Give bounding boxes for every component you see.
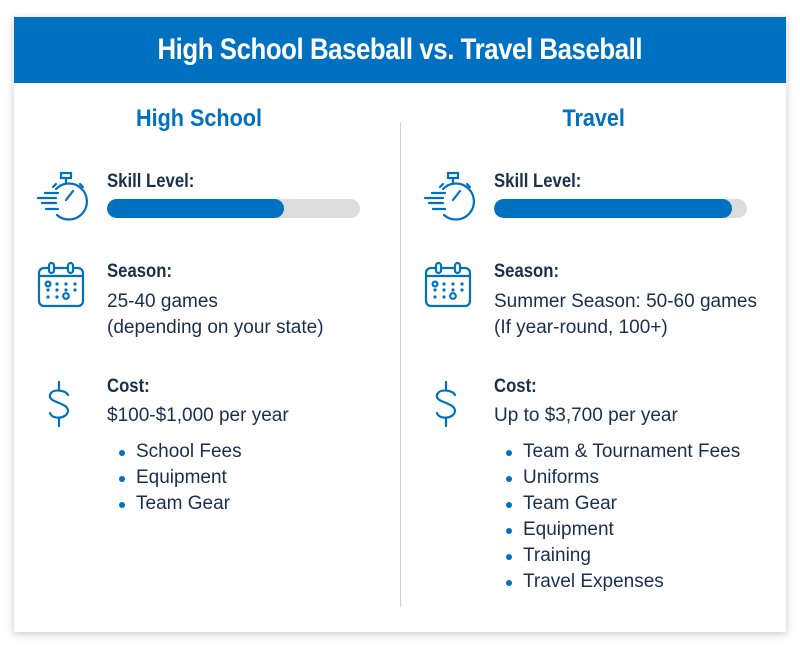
column-title: High School — [6, 105, 392, 133]
skill-level-bar — [107, 199, 360, 218]
season-value: 25-40 games (depending on your state) — [107, 289, 324, 341]
list-item: Equipment — [504, 517, 740, 543]
list-item: Travel Expenses — [504, 569, 740, 595]
stopwatch-icon — [36, 171, 89, 221]
list-item: Equipment — [117, 465, 242, 491]
cost-value: $100-$1,000 per year — [107, 405, 289, 426]
calendar-icon — [37, 261, 85, 308]
season-label: Season: — [107, 261, 173, 282]
season-value: Summer Season: 50-60 games (If year-roun… — [494, 289, 757, 341]
cost-value: Up to $3,700 per year — [494, 405, 678, 426]
column-divider — [400, 122, 401, 607]
dollar-icon — [435, 380, 457, 428]
comparison-card: High School Baseball vs. Travel Baseball… — [14, 17, 786, 632]
list-item: Team Gear — [117, 491, 242, 517]
cost-label: Cost: — [107, 376, 150, 397]
dollar-icon — [48, 380, 70, 428]
season-line: (If year-round, 100+) — [494, 317, 668, 338]
header-banner: High School Baseball vs. Travel Baseball — [14, 17, 786, 83]
skill-level-bar — [494, 199, 747, 218]
column-high-school: High School Skill Level: Season: 25-40 g… — [14, 83, 400, 632]
column-title-text: Travel — [562, 105, 626, 132]
cost-items-list: School Fees Equipment Team Gear — [117, 439, 242, 517]
skill-level-bar-fill — [107, 199, 285, 218]
column-travel: Travel Skill Level: Season: Summer Seaso… — [401, 83, 787, 632]
stopwatch-icon — [423, 171, 476, 221]
skill-level-label: Skill Level: — [494, 171, 582, 192]
skill-level-bar-fill — [494, 199, 732, 218]
page-title: High School Baseball vs. Travel Baseball — [157, 33, 643, 66]
cost-label: Cost: — [494, 376, 537, 397]
list-item: Team & Tournament Fees — [504, 439, 740, 465]
column-title: Travel — [401, 105, 787, 133]
season-line: 25-40 games — [107, 291, 218, 312]
season-line: (depending on your state) — [107, 317, 324, 338]
season-label: Season: — [494, 261, 560, 282]
list-item: Training — [504, 543, 740, 569]
list-item: School Fees — [117, 439, 242, 465]
cost-items-list: Team & Tournament Fees Uniforms Team Gea… — [504, 439, 740, 595]
calendar-icon — [424, 261, 472, 308]
skill-level-label: Skill Level: — [107, 171, 195, 192]
list-item: Uniforms — [504, 465, 740, 491]
column-title-text: High School — [136, 105, 262, 132]
season-line: Summer Season: 50-60 games — [494, 291, 757, 312]
list-item: Team Gear — [504, 491, 740, 517]
